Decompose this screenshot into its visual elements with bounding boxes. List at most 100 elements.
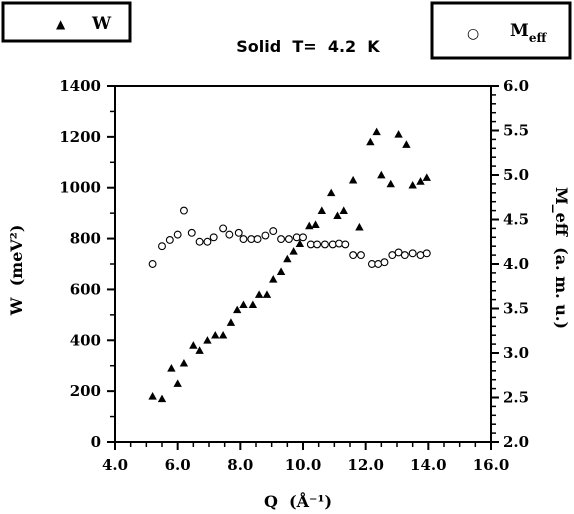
w-point	[218, 331, 228, 339]
x-tick-label: 10.0	[285, 456, 322, 474]
legend-meff-label-main: M	[510, 21, 529, 41]
meff-point	[173, 230, 182, 239]
w-point	[317, 206, 326, 214]
y-left-tick-label: 1400	[59, 77, 101, 95]
w-point	[167, 364, 176, 372]
legend-w-box	[1, 1, 132, 43]
meff-point	[209, 233, 218, 242]
plot-frame	[114, 85, 492, 443]
meff-point	[335, 239, 343, 248]
x-tick-label: 4.0	[102, 456, 128, 474]
w-point	[148, 392, 157, 400]
x-axis-ticks: 4.0 6.0 8.0 10.0 12.0 14.0 16.0	[102, 442, 509, 474]
meff-point	[313, 240, 322, 249]
w-point	[377, 170, 386, 179]
w-point	[311, 220, 320, 228]
legend-w-label: W	[91, 14, 112, 34]
chart-title: Solid T= 4.2 K	[236, 37, 380, 56]
meff-point	[187, 228, 196, 237]
meff-point	[253, 235, 262, 244]
y-right-tick-label: 4.5	[503, 211, 529, 229]
w-point	[339, 206, 348, 214]
w-point	[366, 137, 375, 146]
y-right-axis-ticks: 2.0 2.5 3.0 3.5 4.0 4.5 5.0 5.5 6.0	[491, 77, 529, 451]
meff-point	[400, 251, 409, 260]
meff-point	[203, 237, 212, 246]
series-w	[148, 127, 431, 403]
w-point	[295, 239, 305, 248]
x-axis-title: Q (Å⁻¹)	[264, 490, 332, 511]
w-point	[305, 221, 314, 230]
meff-point	[277, 235, 286, 244]
w-point	[262, 290, 272, 298]
w-point	[372, 127, 381, 136]
y-right-tick-label: 3.5	[503, 300, 529, 318]
y-left-axis-title: W (meV²)	[7, 225, 26, 317]
x-tick-label: 6.0	[165, 456, 191, 474]
meff-point	[349, 251, 358, 260]
w-point	[226, 318, 236, 326]
y-right-tick-label: 4.0	[503, 255, 529, 273]
y-right-tick-label: 5.0	[503, 166, 529, 184]
w-point	[422, 173, 431, 181]
x-tick-label: 12.0	[347, 456, 384, 474]
w-point	[269, 275, 278, 283]
legend-w: ▲ W	[1, 1, 132, 43]
w-point	[254, 290, 264, 298]
legend-meff: ○ Meff	[430, 1, 572, 60]
w-point	[402, 140, 411, 148]
w-point	[333, 211, 342, 220]
x-tick-label: 16.0	[473, 456, 510, 474]
w-point	[408, 180, 417, 189]
w-point	[195, 346, 204, 354]
w-point	[394, 130, 403, 138]
x-tick-label: 8.0	[227, 456, 253, 474]
w-point	[283, 254, 292, 263]
meff-point	[357, 251, 365, 260]
meff-point	[179, 206, 188, 215]
w-point	[233, 305, 242, 314]
y-right-tick-label: 6.0	[503, 77, 529, 95]
y-left-tick-label: 1200	[59, 128, 101, 146]
w-point	[276, 267, 286, 275]
y-right-tick-label: 5.5	[503, 122, 529, 140]
meff-point	[225, 230, 234, 239]
w-point	[348, 175, 358, 184]
meff-point	[165, 236, 174, 244]
w-point	[327, 188, 336, 197]
w-point	[355, 222, 364, 231]
meff-point	[408, 249, 417, 258]
series-meff	[148, 206, 431, 268]
y-right-tick-label: 2.5	[503, 389, 529, 407]
legend-meff-label: Meff	[510, 21, 547, 45]
meff-point	[320, 240, 329, 249]
meff-point	[239, 235, 248, 244]
w-point	[203, 336, 212, 344]
w-point	[386, 179, 395, 188]
meff-point	[284, 235, 293, 244]
meff-point	[261, 231, 270, 240]
y-left-tick-label: 0	[91, 433, 101, 451]
w-point	[289, 247, 298, 255]
w-point	[211, 331, 220, 339]
meff-point	[380, 258, 389, 267]
y-left-tick-label: 1000	[59, 179, 101, 197]
y-left-tick-label: 400	[70, 331, 101, 349]
w-point	[248, 300, 258, 309]
y-left-tick-label: 600	[70, 280, 101, 298]
y-left-axis-ticks: 0 200 400 600 800 1000 1200 1400	[59, 77, 115, 451]
w-point	[179, 358, 189, 367]
y-right-tick-label: 2.0	[503, 433, 529, 451]
w-point	[189, 341, 198, 349]
meff-point	[158, 242, 166, 251]
meff-point	[234, 228, 243, 237]
x-tick-label: 14.0	[410, 456, 447, 474]
meff-point	[219, 224, 228, 233]
y-left-tick-label: 200	[70, 382, 101, 400]
y-right-axis-title: M_eff (a. m. u.)	[552, 187, 571, 329]
meff-point	[148, 260, 157, 268]
legend-meff-symbol: ○	[467, 26, 479, 42]
meff-point	[299, 233, 307, 242]
w-point	[239, 300, 248, 309]
